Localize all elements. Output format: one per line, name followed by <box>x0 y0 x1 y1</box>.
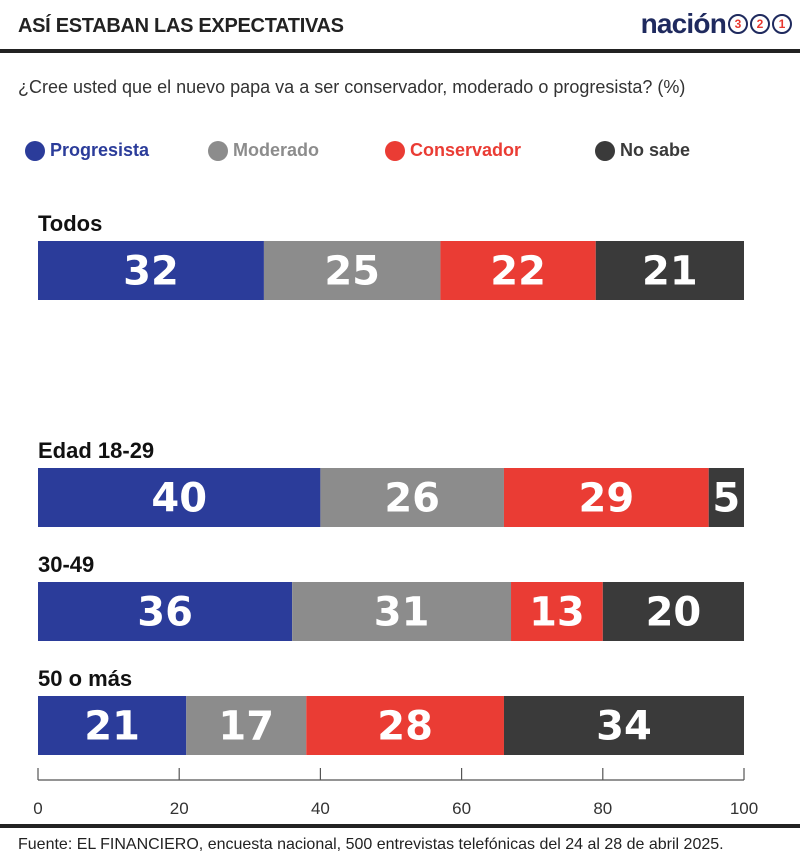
data-label-50-o-mas-moderado: 17 <box>218 704 274 750</box>
x-tick-label-100: 100 <box>730 799 758 818</box>
header-divider <box>0 49 800 53</box>
legend-item-moderado: Moderado <box>208 140 319 161</box>
legend-swatch-conservador <box>385 140 405 161</box>
data-label-edad-18-29-moderado: 26 <box>384 476 440 522</box>
data-label-todos-moderado: 25 <box>324 249 380 295</box>
legend-label-moderado: Moderado <box>233 140 320 160</box>
chart-title: ASÍ ESTABAN LAS EXPECTATIVAS <box>18 15 344 37</box>
x-tick-label-40: 40 <box>311 799 330 818</box>
data-label-todos-conservador: 22 <box>490 249 546 295</box>
bar-segment-50-o-mas-progresista <box>38 696 187 755</box>
legend-item-progresista: Progresista <box>25 140 149 161</box>
legend-label-conservador: Conservador <box>410 140 522 160</box>
data-label-50-o-mas-conservador: 28 <box>377 704 433 750</box>
bar-segment-todos-moderado <box>263 241 441 300</box>
legend-swatch-no-sabe <box>595 140 615 161</box>
data-label-50-o-mas-progresista: 21 <box>84 704 140 750</box>
logo-wordmark: nación <box>640 8 727 39</box>
data-label-30-49-conservador: 13 <box>529 590 585 636</box>
bar-segment-50-o-mas-moderado <box>186 696 307 755</box>
data-label-edad-18-29-progresista: 40 <box>151 476 207 522</box>
data-label-30-49-moderado: 31 <box>374 590 430 636</box>
bar-segment-todos-conservador <box>440 241 596 300</box>
bar-segment-30-49-no-sabe <box>602 582 744 641</box>
data-label-edad-18-29-conservador: 29 <box>578 476 634 522</box>
data-label-edad-18-29-no-sabe: 5 <box>712 476 740 522</box>
chart-legend: Progresista Moderado Conservador No sabe <box>0 140 800 170</box>
x-tick-label-20: 20 <box>170 799 189 818</box>
bar-segment-edad-18-29-no-sabe <box>708 468 744 527</box>
x-tick-label-60: 60 <box>452 799 471 818</box>
bar-segment-30-49-moderado <box>292 582 512 641</box>
legend-swatch-moderado <box>208 140 228 161</box>
legend-label-progresista: Progresista <box>50 140 150 160</box>
group-label-30-49: 30-49 <box>38 552 94 577</box>
bar-segment-todos-no-sabe <box>595 241 744 300</box>
logo-badge-3: 3 <box>728 14 748 34</box>
group-label-edad-18-29: Edad 18-29 <box>38 438 154 463</box>
data-label-todos-progresista: 32 <box>123 249 179 295</box>
bar-segment-30-49-conservador <box>511 582 603 641</box>
group-label-50-o-mas: 50 o más <box>38 666 132 691</box>
group-label-todos: Todos <box>38 211 102 236</box>
legend-swatch-progresista <box>25 140 45 161</box>
bar-segment-30-49-progresista <box>38 582 293 641</box>
brand-logo: nación 3 2 1 <box>641 8 792 40</box>
stacked-bar-chart: Todos 32 25 22 21 Edad 18-29 40 26 29 5 30-49 36 31 1… <box>33 211 758 818</box>
bar-segment-todos-progresista <box>38 241 264 300</box>
logo-badge-1: 1 <box>772 14 792 34</box>
legend-label-no-sabe: No sabe <box>620 140 691 160</box>
legend-item-conservador: Conservador <box>385 140 521 161</box>
logo-badge-2: 2 <box>750 14 770 34</box>
survey-question: ¿Cree usted que el nuevo papa va a ser c… <box>18 77 686 97</box>
legend-item-no-sabe: No sabe <box>595 140 690 161</box>
bar-segment-50-o-mas-no-sabe <box>503 696 744 755</box>
data-label-30-49-progresista: 36 <box>137 590 193 636</box>
x-tick-label-80: 80 <box>593 799 612 818</box>
data-label-30-49-no-sabe: 20 <box>646 590 702 636</box>
footer-divider <box>0 824 800 828</box>
source-note: Fuente: EL FINANCIERO, encuesta nacional… <box>18 836 724 853</box>
bar-segment-edad-18-29-moderado <box>320 468 504 527</box>
bar-segment-50-o-mas-conservador <box>306 696 504 755</box>
data-label-50-o-mas-no-sabe: 34 <box>596 704 652 750</box>
data-label-todos-no-sabe: 21 <box>642 249 698 295</box>
bar-segment-edad-18-29-conservador <box>503 468 709 527</box>
x-tick-label-0: 0 <box>33 799 42 818</box>
bar-segment-edad-18-29-progresista <box>38 468 321 527</box>
